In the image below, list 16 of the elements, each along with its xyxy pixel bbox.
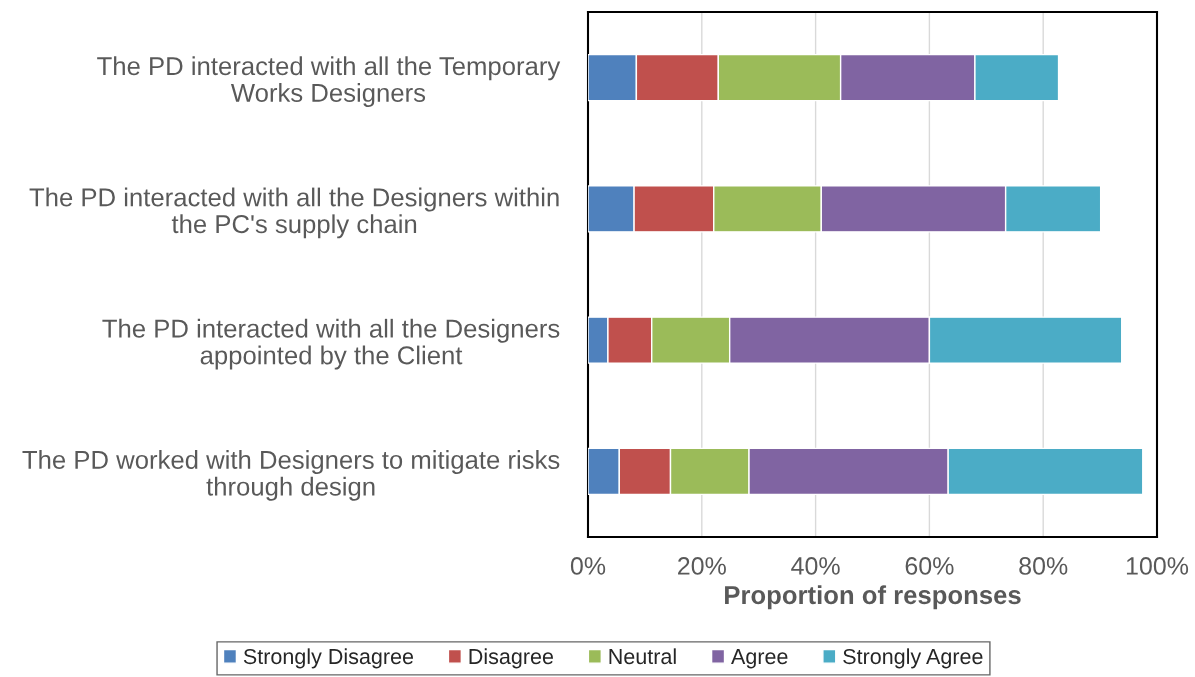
legend-label: Neutral bbox=[609, 648, 676, 665]
x-axis-title: Proportion of responses bbox=[725, 585, 1021, 610]
y-tick-label: The PD interacted with all the Designers appointed by the Client bbox=[102, 318, 560, 370]
y-tick-label: The PD interacted with all the Designers within the PC's supply chain bbox=[29, 187, 559, 239]
y-tick-label: The PD interacted with all the Temporary Works Designers bbox=[97, 56, 561, 108]
legend-label: Disagree bbox=[469, 648, 553, 669]
y-tick-label: The PD worked with Designers to mitigate risks through design bbox=[22, 450, 560, 501]
legend-label: Agree bbox=[731, 649, 788, 669]
x-tick-label: 60% bbox=[905, 557, 954, 575]
legend-label: Strongly Agree bbox=[843, 648, 983, 669]
x-tick-label: 40% bbox=[791, 557, 840, 575]
legend-label: Strongly Disagree bbox=[243, 648, 414, 669]
x-tick-label: 80% bbox=[1019, 557, 1068, 575]
x-tick-label: 0% bbox=[570, 557, 606, 575]
x-tick-label: 100% bbox=[1126, 557, 1189, 575]
x-tick-label: 20% bbox=[678, 557, 726, 575]
